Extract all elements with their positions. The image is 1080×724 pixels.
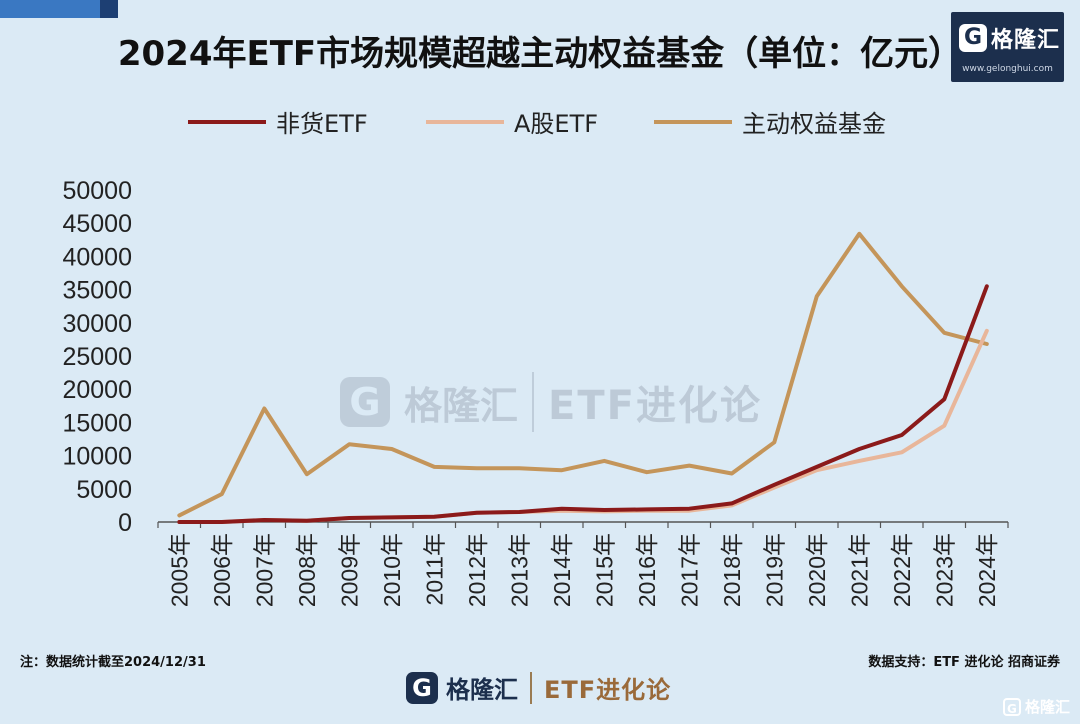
x-tick-label-12: 2017年: [676, 533, 702, 607]
legend-swatch-series-2: [654, 119, 732, 124]
y-tick-label-3: 15000: [62, 409, 132, 437]
legend-label-series-2: 主动权益基金: [742, 110, 886, 138]
x-tick-label-0: 2005年: [166, 533, 192, 607]
footnote: 注：数据统计截至2024/12/31: [20, 655, 206, 670]
chart-title: 2024年ETF市场规模超越主动权益基金（单位：亿元）: [117, 34, 963, 74]
x-tick-label-11: 2016年: [634, 533, 660, 607]
x-tick-label-3: 2008年: [294, 533, 320, 607]
corner-watermark-text: 格隆汇: [1024, 698, 1070, 716]
x-tick-label-4: 2009年: [336, 533, 362, 607]
bottom-logo-name: 格隆汇: [446, 676, 518, 704]
x-tick-label-16: 2021年: [846, 533, 872, 607]
x-tick-label-17: 2022年: [889, 533, 915, 607]
y-tick-label-9: 45000: [62, 210, 132, 238]
x-tick-label-1: 2006年: [209, 533, 235, 607]
x-tick-label-18: 2023年: [931, 533, 957, 607]
brand-logo-box: G 格隆汇 www.gelonghui.com: [951, 12, 1064, 82]
legend-item-series-0: 非货ETF: [188, 104, 368, 139]
y-tick-label-10: 50000: [62, 177, 132, 205]
y-tick-label-5: 25000: [62, 343, 132, 371]
brand-url: www.gelonghui.com: [962, 64, 1053, 74]
x-tick-label-10: 2015年: [591, 533, 617, 607]
legend-label-series-1: A股ETF: [514, 110, 599, 138]
x-tick-label-8: 2013年: [506, 533, 532, 607]
legend-label-series-0: 非货ETF: [276, 110, 368, 138]
bottom-logo-separator: [530, 671, 532, 704]
y-tick-label-7: 35000: [62, 277, 132, 305]
chart-legend: 非货ETF A股ETF 主动权益基金: [0, 104, 1080, 138]
x-tick-label-15: 2020年: [804, 533, 830, 607]
series-lines: [177, 231, 989, 524]
legend-item-series-2: 主动权益基金: [654, 104, 886, 139]
top-accent-strip: [0, 0, 118, 18]
x-tick-label-19: 2024年: [974, 533, 1000, 607]
y-tick-label-4: 20000: [62, 376, 132, 404]
bottom-g-icon: G: [406, 671, 438, 704]
legend-swatch-series-0: [188, 119, 266, 124]
bottom-etf-text: ETF进化论: [544, 676, 672, 704]
y-tick-label-1: 5000: [76, 476, 132, 504]
y-tick-label-8: 40000: [62, 243, 132, 271]
x-tick-label-13: 2018年: [719, 533, 745, 607]
brand-logo-row: G 格隆汇: [959, 22, 1060, 54]
watermark-g-icon: G: [340, 377, 390, 427]
y-tick-label-0: 0: [118, 509, 132, 537]
legend-swatch-series-1: [426, 119, 504, 124]
watermark-name: 格隆汇: [404, 383, 519, 428]
x-tick-label-5: 2010年: [379, 533, 405, 607]
series-line-2: [177, 231, 989, 518]
x-tick-label-6: 2011年: [421, 533, 447, 605]
brand-g-icon: G: [959, 24, 987, 52]
y-tick-label-2: 10000: [62, 443, 132, 471]
x-tick-label-9: 2014年: [549, 533, 575, 607]
watermark: G 格隆汇 ETF进化论: [340, 372, 762, 432]
series-line-1: [177, 328, 989, 524]
series-line-0: [177, 284, 989, 524]
data-source: 数据支持：ETF 进化论 招商证券: [868, 655, 1060, 670]
watermark-etf-text: ETF进化论: [548, 383, 762, 429]
x-tick-label-14: 2019年: [761, 533, 787, 607]
legend-item-series-1: A股ETF: [426, 104, 598, 139]
corner-g-icon: G: [1002, 697, 1021, 716]
bottom-logo: G 格隆汇 ETF进化论: [406, 670, 671, 705]
x-tick-label-7: 2012年: [464, 533, 490, 607]
watermark-separator: [532, 372, 535, 432]
y-tick-label-6: 30000: [62, 310, 132, 338]
brand-name: 格隆汇: [991, 28, 1061, 53]
x-axis: 2005年 2006年 2007年 2008年 2009年 2010年 2011年 2012年…: [157, 521, 1009, 607]
x-tick-label-2: 2007年: [251, 533, 277, 607]
y-axis-ticks: 0 5000 10000 15000 20000 25000 30000 35000 40000…: [62, 177, 132, 537]
corner-watermark: G 格隆汇: [1002, 696, 1070, 717]
